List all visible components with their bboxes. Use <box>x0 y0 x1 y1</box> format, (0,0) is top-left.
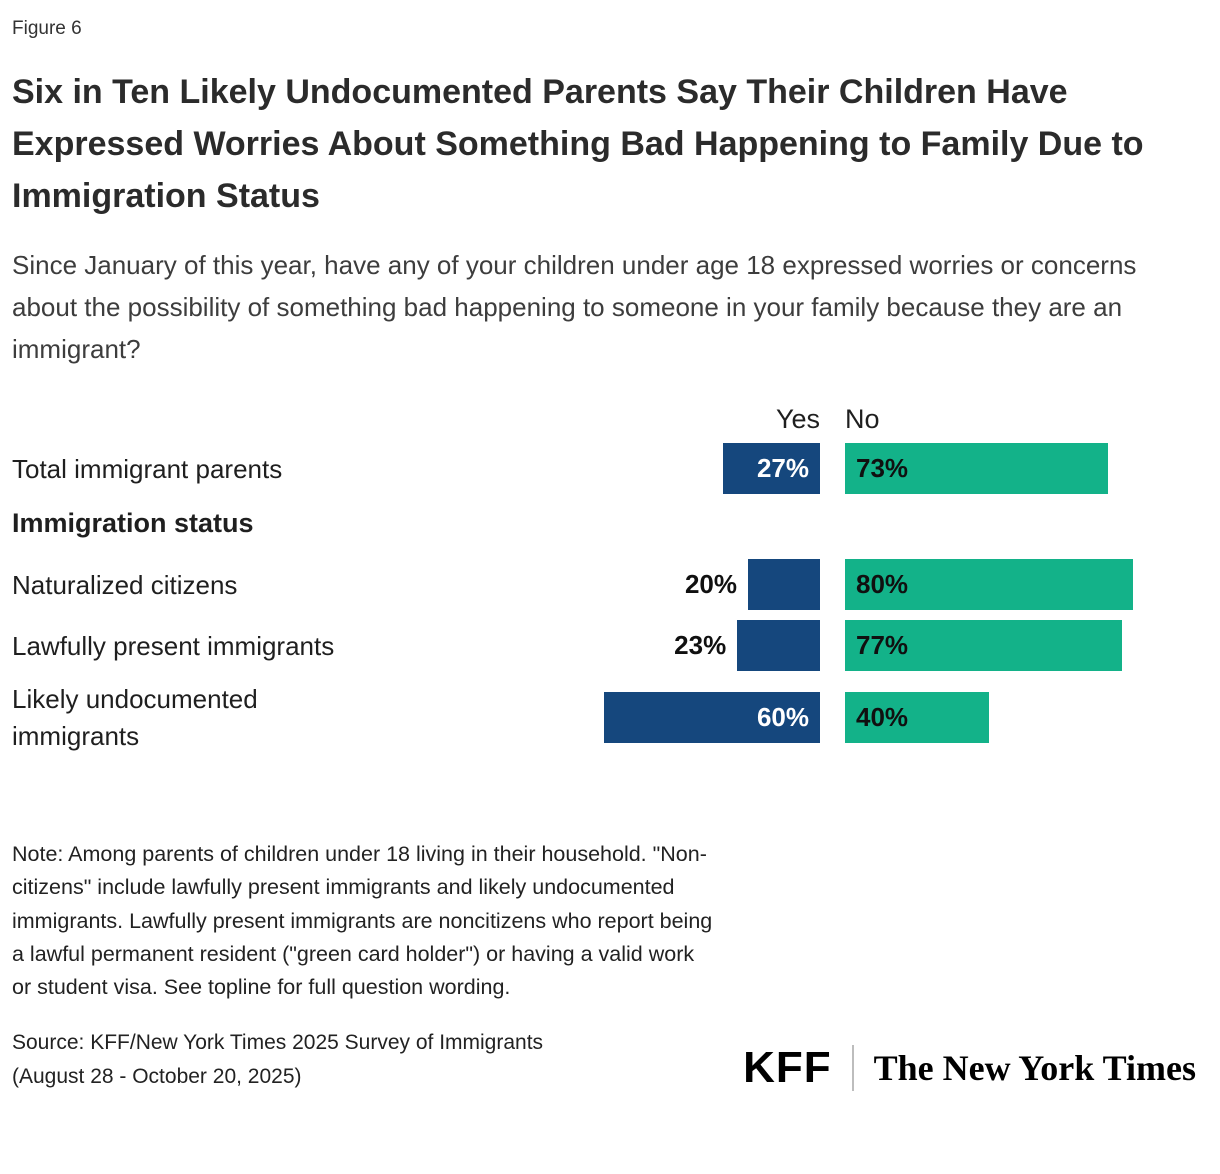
chart-row-total-immigrant-parents: Total immigrant parents 27% 27% 73% <box>12 443 1202 495</box>
figure-page: Figure 6 Six in Ten Likely Undocumented … <box>12 18 1202 1093</box>
kff-logo: KFF <box>743 1043 832 1093</box>
section-header-immigration-status: Immigration status <box>12 508 254 539</box>
logo-lockup: KFF The New York Times <box>743 1043 1202 1093</box>
yes-cell: 60% 60% <box>560 692 820 744</box>
bar-chart: Yes No Total immigrant parents 27% 27% 7… <box>12 404 1202 754</box>
logo-divider <box>851 1045 854 1092</box>
no-bar: 80% <box>845 559 1133 611</box>
chart-subtitle: Since January of this year, have any of … <box>12 250 1137 365</box>
row-label: Total immigrant parents <box>12 453 283 484</box>
chart-title: Six in Ten Likely Undocumented Parents S… <box>12 73 1144 216</box>
no-value: 80% <box>856 569 909 600</box>
no-header-cell: No <box>845 404 1202 435</box>
no-cell: 73% <box>845 443 1202 495</box>
no-column-header: No <box>845 404 880 435</box>
yes-cell: 23% 23% <box>560 620 820 672</box>
no-cell: 80% <box>845 559 1202 611</box>
footnote: Note: Among parents of children under 18… <box>12 842 713 1000</box>
chart-row-lawfully-present-immigrants: Lawfully present immigrants 23% 23% 77% <box>12 620 1202 672</box>
column-header-row: Yes No <box>12 404 1202 435</box>
yes-value-outside: 20% <box>684 569 737 600</box>
chart-row-likely-undocumented-immigrants: Likely undocumented immigrants 60% 60% 4… <box>12 681 1202 754</box>
row-label: Likely undocumented immigrants <box>12 684 258 751</box>
yes-bar: 23% <box>737 620 820 672</box>
yes-value-outside: 23% <box>674 630 727 661</box>
yes-column-header: Yes <box>775 404 820 435</box>
yes-header-cell: Yes <box>560 404 820 435</box>
no-value: 40% <box>856 702 909 733</box>
no-bar: 40% <box>845 692 989 744</box>
yes-cell: 27% 27% <box>560 443 820 495</box>
no-bar: 77% <box>845 620 1123 672</box>
yes-cell: 20% 20% <box>560 559 820 611</box>
no-cell: 77% <box>845 620 1202 672</box>
no-value: 77% <box>856 630 909 661</box>
no-cell: 40% <box>845 692 1202 744</box>
no-value: 73% <box>856 453 909 484</box>
figure-label: Figure 6 <box>12 18 82 39</box>
row-label: Lawfully present immigrants <box>12 630 335 661</box>
source-line: Source: KFF/New York Times 2025 Survey o… <box>12 1031 544 1088</box>
yes-bar: 60% <box>604 692 820 744</box>
footer: Source: KFF/New York Times 2025 Survey o… <box>12 1026 1202 1093</box>
no-bar: 73% <box>845 443 1108 495</box>
yes-bar: 27% <box>722 443 820 495</box>
yes-value-inside: 27% <box>756 453 809 484</box>
chart-row-naturalized-citizens: Naturalized citizens 20% 20% 80% <box>12 559 1202 611</box>
yes-bar: 20% <box>748 559 820 611</box>
row-label: Naturalized citizens <box>12 569 238 600</box>
nyt-logo: The New York Times <box>873 1048 1196 1089</box>
yes-value-inside: 60% <box>756 702 809 733</box>
